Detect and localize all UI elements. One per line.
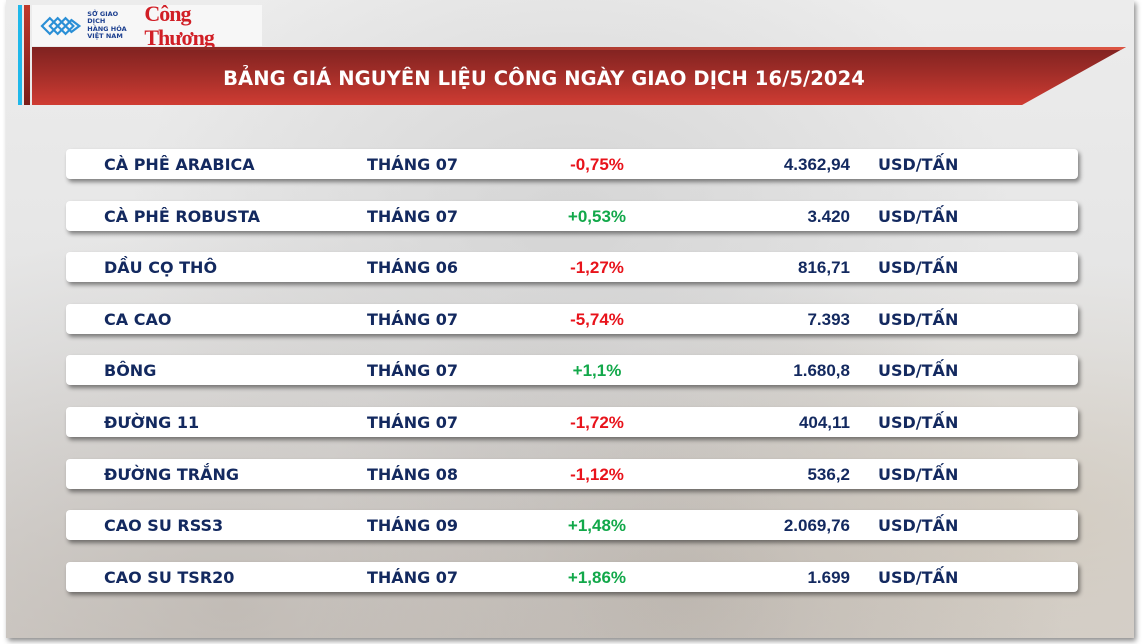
price-unit: USD/TẤN: [878, 567, 959, 587]
price-unit: USD/TẤN: [878, 516, 959, 536]
contract-month: THÁNG 08: [367, 464, 459, 484]
price-unit: USD/TẤN: [878, 412, 959, 432]
accent-bar-cyan: [18, 5, 22, 105]
table-row: CAO SU TSR20 THÁNG 07 +1,86% 1.699 USD/T…: [66, 561, 1078, 592]
price-unit: USD/TẤN: [878, 361, 959, 381]
commodity-name: CAO SU RSS3: [104, 516, 224, 536]
price-table: CÀ PHÊ ARABICA THÁNG 07 -0,75% 4.362,94 …: [66, 149, 1078, 613]
table-row: CA CAO THÁNG 07 -5,74% 7.393 USD/TẤN: [66, 303, 1078, 334]
table-row: CÀ PHÊ ARABICA THÁNG 07 -0,75% 4.362,94 …: [66, 149, 1078, 179]
contract-month: THÁNG 07: [367, 206, 459, 226]
exchange-name-line-2: HÀNG HÓA: [87, 24, 127, 33]
table-row: CÀ PHÊ ROBUSTA THÁNG 07 +0,53% 3.420 USD…: [66, 200, 1078, 231]
exchange-name: SỞ GIAO DỊCH HÀNG HÓA VIỆT NAM: [87, 9, 138, 41]
price-change: -1,27%: [570, 258, 624, 278]
accent-bar-red: [24, 5, 30, 105]
price-change: -5,74%: [570, 309, 624, 329]
commodity-name: CA CAO: [104, 309, 172, 329]
price-change: +1,48%: [567, 516, 627, 536]
table-row: DẦU CỌ THÔ THÁNG 06 -1,27% 816,71 USD/TẤ…: [66, 252, 1078, 283]
table-row: BÔNG THÁNG 07 +1,1% 1.680,8 USD/TẤN: [66, 355, 1078, 386]
publication-logo: Công Thương: [144, 0, 215, 50]
price-unit: USD/TẤN: [878, 206, 959, 226]
price-board: SỞ GIAO DỊCH HÀNG HÓA VIỆT NAM Công Thươ…: [6, 0, 1134, 638]
price-unit: USD/TẤN: [878, 309, 959, 329]
title-banner: BẢNG GIÁ NGUYÊN LIỆU CÔNG NGÀY GIAO DỊCH…: [32, 47, 1126, 105]
contract-month: THÁNG 09: [367, 516, 459, 536]
page-title: BẢNG GIÁ NGUYÊN LIỆU CÔNG NGÀY GIAO DỊCH…: [223, 66, 865, 90]
price-value: 1.680,8: [793, 361, 850, 381]
contract-month: THÁNG 07: [367, 361, 459, 381]
commodity-name: CAO SU TSR20: [104, 567, 235, 587]
price-change: -0,75%: [570, 155, 624, 174]
price-unit: USD/TẤN: [878, 464, 959, 484]
price-value: 3.420: [807, 206, 850, 226]
commodity-name: ĐƯỜNG TRẮNG: [104, 464, 239, 484]
contract-month: THÁNG 07: [367, 309, 459, 329]
exchange-logo-icon: [40, 16, 82, 35]
price-value: 1.699: [807, 567, 850, 587]
price-value: 2.069,76: [783, 516, 850, 536]
price-unit: USD/TẤN: [878, 258, 959, 278]
table-row: CAO SU RSS3 THÁNG 09 +1,48% 2.069,76 USD…: [66, 510, 1078, 541]
price-change: +1,86%: [567, 567, 627, 587]
commodity-name: ĐƯỜNG 11: [104, 412, 200, 432]
commodity-name: BÔNG: [104, 361, 157, 381]
price-value: 404,11: [798, 412, 850, 432]
contract-month: THÁNG 07: [367, 412, 459, 432]
logo-header: SỞ GIAO DỊCH HÀNG HÓA VIỆT NAM Công Thươ…: [32, 1, 262, 49]
price-change: -1,72%: [570, 412, 624, 432]
price-value: 7.393: [807, 309, 850, 329]
contract-month: THÁNG 07: [367, 567, 459, 587]
price-change: -1,12%: [570, 464, 624, 484]
exchange-name-line-3: VIỆT NAM: [87, 32, 123, 40]
commodity-name: DẦU CỌ THÔ: [104, 258, 218, 278]
price-value: 816,71: [798, 258, 850, 278]
commodity-name: CÀ PHÊ ARABICA: [104, 155, 255, 174]
table-row: ĐƯỜNG TRẮNG THÁNG 08 -1,12% 536,2 USD/TẤ…: [66, 458, 1078, 489]
commodity-name: CÀ PHÊ ROBUSTA: [104, 206, 260, 226]
price-value: 4.362,94: [783, 155, 850, 174]
exchange-name-line-1: SỞ GIAO DỊCH: [87, 9, 119, 25]
price-change: +0,53%: [567, 206, 627, 226]
price-change: +1,1%: [572, 361, 622, 381]
price-value: 536,2: [807, 464, 850, 484]
price-unit: USD/TẤN: [878, 155, 959, 174]
contract-month: THÁNG 07: [367, 155, 459, 174]
table-row: ĐƯỜNG 11 THÁNG 07 -1,72% 404,11 USD/TẤN: [66, 406, 1078, 437]
contract-month: THÁNG 06: [367, 258, 459, 278]
